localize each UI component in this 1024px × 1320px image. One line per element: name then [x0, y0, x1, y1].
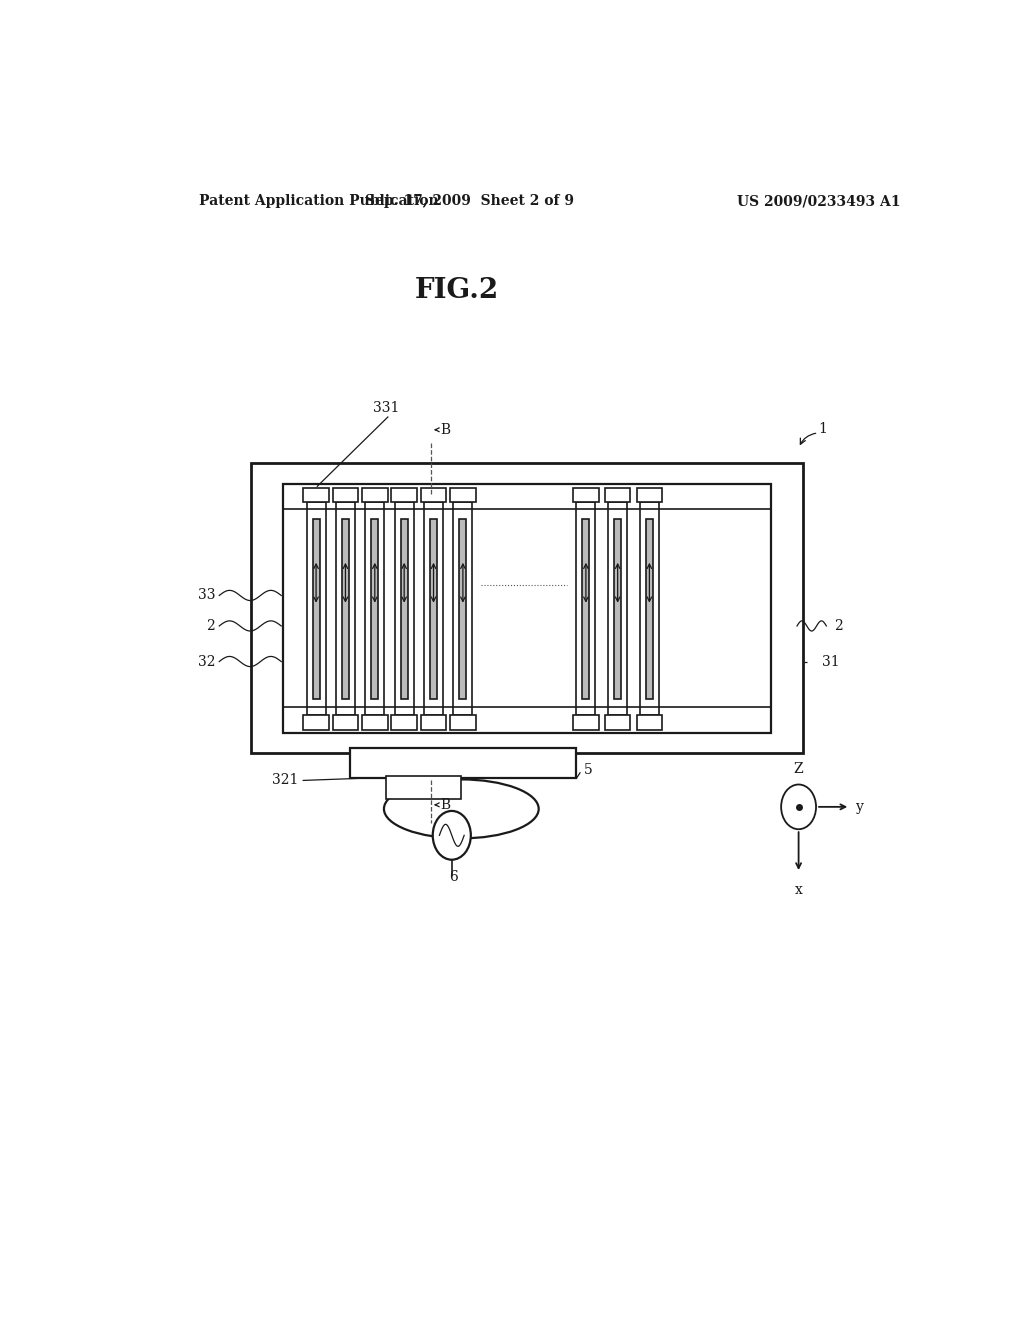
Text: 6: 6: [449, 870, 458, 884]
Bar: [362, 715, 387, 730]
Text: 5: 5: [585, 763, 593, 777]
Text: B: B: [440, 422, 450, 437]
Text: B: B: [440, 797, 450, 812]
Bar: [333, 715, 358, 730]
Text: 31: 31: [822, 655, 840, 668]
Bar: [640, 502, 658, 715]
Bar: [342, 519, 349, 700]
Text: 32: 32: [198, 655, 215, 668]
Bar: [451, 487, 475, 502]
Text: y: y: [856, 800, 863, 814]
Text: US 2009/0233493 A1: US 2009/0233493 A1: [736, 194, 900, 209]
Bar: [251, 463, 803, 752]
Bar: [333, 487, 358, 502]
Text: Z: Z: [794, 763, 804, 776]
Bar: [460, 519, 467, 700]
Text: 2: 2: [835, 619, 843, 634]
Bar: [400, 519, 408, 700]
Bar: [421, 487, 446, 502]
Bar: [283, 483, 771, 733]
Text: 331: 331: [373, 400, 399, 414]
Bar: [306, 502, 326, 715]
Circle shape: [433, 810, 471, 859]
Bar: [430, 519, 437, 700]
Bar: [637, 715, 663, 730]
Text: 33: 33: [198, 589, 215, 602]
Text: Sep. 17, 2009  Sheet 2 of 9: Sep. 17, 2009 Sheet 2 of 9: [365, 194, 573, 209]
Bar: [394, 502, 414, 715]
Bar: [303, 487, 329, 502]
Bar: [451, 715, 475, 730]
Bar: [386, 776, 461, 799]
Bar: [605, 487, 631, 502]
Text: FIG.2: FIG.2: [415, 277, 500, 304]
Bar: [637, 487, 663, 502]
Bar: [391, 715, 417, 730]
Bar: [608, 502, 627, 715]
Bar: [303, 715, 329, 730]
Bar: [391, 487, 417, 502]
Bar: [573, 487, 599, 502]
Bar: [583, 519, 590, 700]
Bar: [577, 502, 595, 715]
Circle shape: [781, 784, 816, 829]
Text: 2: 2: [207, 619, 215, 634]
Bar: [573, 715, 599, 730]
Text: x: x: [795, 883, 803, 898]
Text: 321: 321: [272, 774, 299, 788]
Bar: [605, 715, 631, 730]
Text: Patent Application Publication: Patent Application Publication: [200, 194, 439, 209]
Bar: [646, 519, 653, 700]
Bar: [454, 502, 472, 715]
Bar: [312, 519, 319, 700]
Text: 1: 1: [818, 422, 827, 436]
Bar: [350, 748, 577, 779]
Bar: [614, 519, 622, 700]
Bar: [372, 519, 379, 700]
Bar: [362, 487, 387, 502]
Bar: [336, 502, 355, 715]
Bar: [424, 502, 443, 715]
Ellipse shape: [384, 779, 539, 838]
Bar: [366, 502, 384, 715]
Bar: [421, 715, 446, 730]
